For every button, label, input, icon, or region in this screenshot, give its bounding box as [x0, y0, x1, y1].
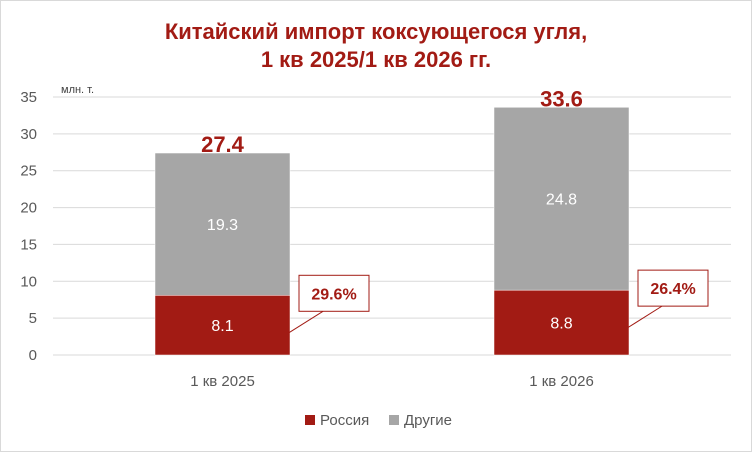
- legend-swatch-other: [389, 415, 399, 425]
- callout-box: [637, 269, 709, 307]
- legend-label-russia: Россия: [320, 412, 369, 429]
- legend-swatch-russia: [305, 415, 315, 425]
- chart-title-line-1: Китайский импорт коксующегося угля,: [164, 19, 588, 44]
- chart-title-line-2: 1 кв 2025/1 кв 2026 гг.: [260, 47, 492, 72]
- y-tick-label: 35: [20, 89, 37, 106]
- callout-box: [298, 274, 370, 312]
- y-tick-label: 20: [20, 200, 37, 217]
- y-unit-label: млн. т.: [61, 84, 94, 96]
- bar-other: [493, 107, 630, 291]
- bar-russia: [493, 289, 630, 356]
- share-label: 29.6%: [311, 286, 356, 303]
- total-label: 33.6: [540, 86, 583, 111]
- y-tick-label: 15: [20, 236, 37, 253]
- total-label: 27.4: [201, 132, 245, 157]
- y-tick-label: 0: [29, 347, 37, 364]
- y-tick-label: 25: [20, 163, 37, 180]
- legend-label-other: Другие: [404, 412, 452, 429]
- callout-leader: [287, 310, 324, 334]
- y-tick-label: 10: [20, 273, 37, 290]
- y-tick-label: 30: [20, 126, 37, 143]
- y-tick-label: 5: [29, 310, 37, 327]
- data-label-other: 24.8: [546, 192, 577, 209]
- data-label-russia: 8.8: [550, 316, 572, 333]
- bar-russia: [154, 295, 291, 356]
- data-label-other: 19.3: [207, 217, 238, 234]
- data-label-russia: 8.1: [211, 318, 233, 335]
- bar-other: [154, 152, 291, 296]
- x-tick-label: 1 кв 2025: [190, 373, 255, 390]
- share-label: 26.4%: [650, 281, 695, 298]
- callout-leader: [626, 305, 663, 329]
- x-tick-label: 1 кв 2026: [529, 373, 594, 390]
